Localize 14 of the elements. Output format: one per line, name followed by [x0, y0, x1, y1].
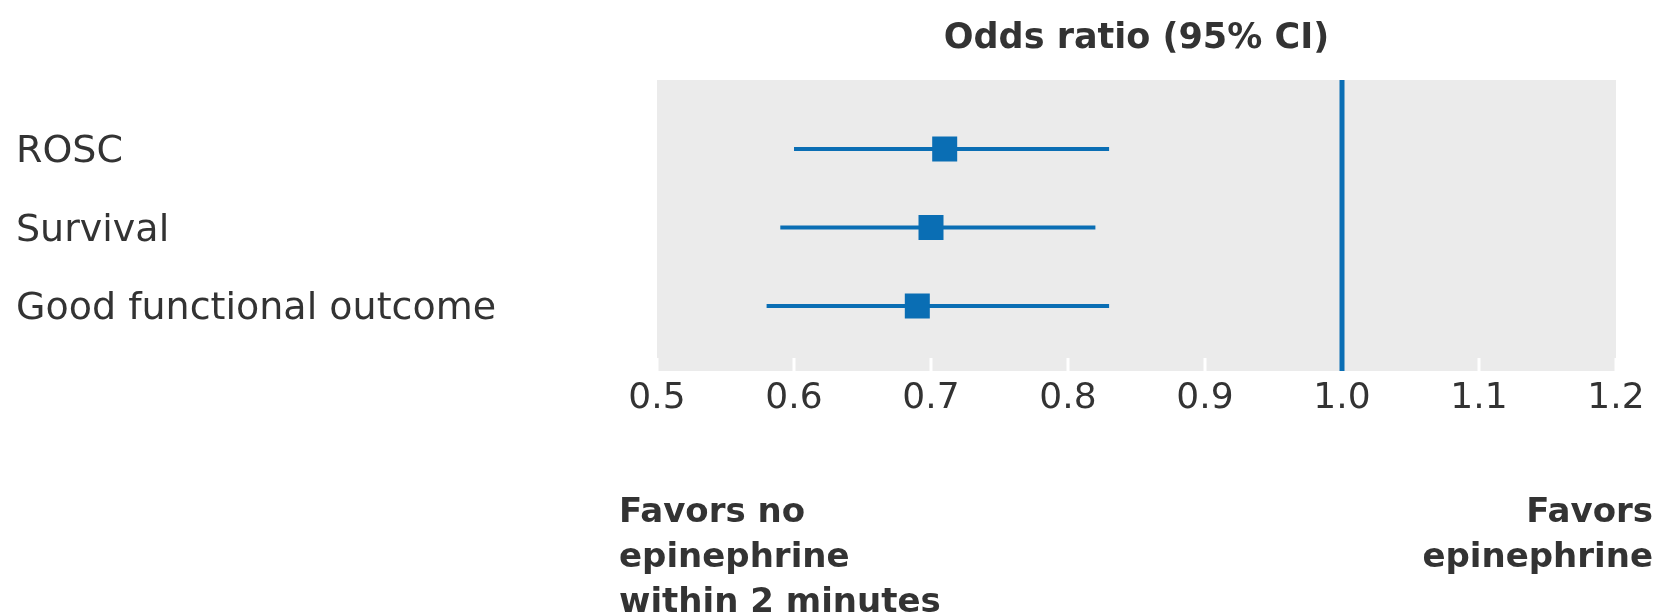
- x-tick-label: 0.5: [628, 375, 686, 416]
- chart-title: Odds ratio (95% CI): [943, 16, 1330, 56]
- text: Favors epinephrine: [1422, 490, 1653, 575]
- text: Favors no epinephrine within 2 minutes: [619, 490, 941, 614]
- y-tick-label: ROSC: [16, 127, 123, 171]
- x-tick-label: 0.7: [902, 375, 960, 416]
- x-tick-label: 0.8: [1039, 375, 1097, 416]
- y-tick-label: Good functional outcome: [16, 284, 497, 328]
- y-tick-label: Survival: [16, 205, 170, 250]
- x-tick-label: 1.2: [1587, 375, 1645, 416]
- x-tick-label: 0.9: [1176, 375, 1234, 416]
- x-tick-label: 1.1: [1450, 375, 1508, 416]
- x-tick-label: 0.6: [765, 375, 823, 416]
- x-tick-label: 1.0: [1313, 375, 1371, 416]
